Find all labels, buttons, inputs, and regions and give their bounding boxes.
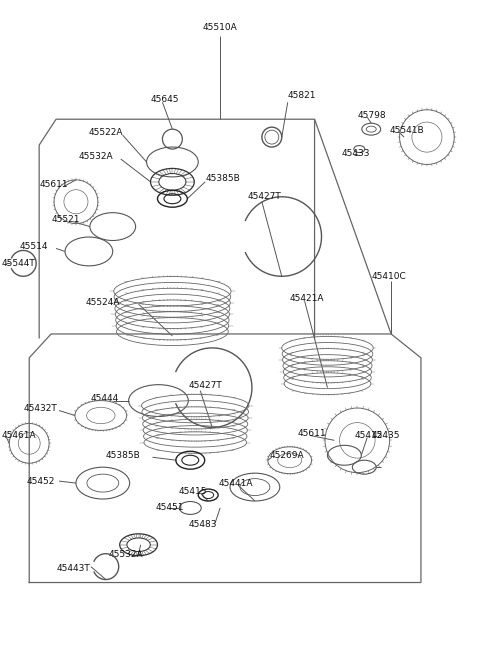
- Text: 45514: 45514: [19, 242, 48, 251]
- Text: 45441A: 45441A: [218, 479, 252, 487]
- Text: 45821: 45821: [288, 91, 316, 100]
- Text: 45385B: 45385B: [205, 174, 240, 184]
- Text: 45645: 45645: [151, 95, 179, 104]
- Text: 45269A: 45269A: [270, 451, 304, 460]
- Text: 45432T: 45432T: [23, 404, 57, 413]
- Text: 45435: 45435: [371, 431, 400, 440]
- Text: 45444: 45444: [91, 394, 119, 403]
- Text: 45451: 45451: [156, 503, 184, 512]
- Text: 45524A: 45524A: [86, 298, 120, 306]
- Text: 45532A: 45532A: [109, 550, 144, 559]
- Text: 45421A: 45421A: [290, 294, 324, 302]
- Text: 45415: 45415: [179, 487, 207, 495]
- Text: 45427T: 45427T: [248, 192, 282, 201]
- Text: 45611: 45611: [39, 180, 68, 190]
- Text: 45410C: 45410C: [371, 272, 406, 281]
- Text: 45541B: 45541B: [389, 126, 424, 134]
- Text: 45385B: 45385B: [106, 451, 141, 460]
- Text: 45427T: 45427T: [188, 381, 222, 390]
- Text: 45443T: 45443T: [56, 564, 90, 573]
- Text: 45544T: 45544T: [1, 259, 35, 268]
- Text: 45611: 45611: [298, 429, 326, 438]
- Text: 45452: 45452: [26, 477, 55, 485]
- Text: 45532A: 45532A: [79, 152, 114, 161]
- Text: 45522A: 45522A: [89, 128, 123, 136]
- Text: 45521: 45521: [51, 215, 80, 224]
- Text: 45412: 45412: [354, 431, 383, 440]
- Text: 45798: 45798: [357, 111, 386, 120]
- Text: 45483: 45483: [188, 520, 217, 529]
- Text: 45433: 45433: [341, 148, 370, 157]
- Text: 45510A: 45510A: [203, 23, 238, 32]
- Text: 45461A: 45461A: [1, 431, 36, 440]
